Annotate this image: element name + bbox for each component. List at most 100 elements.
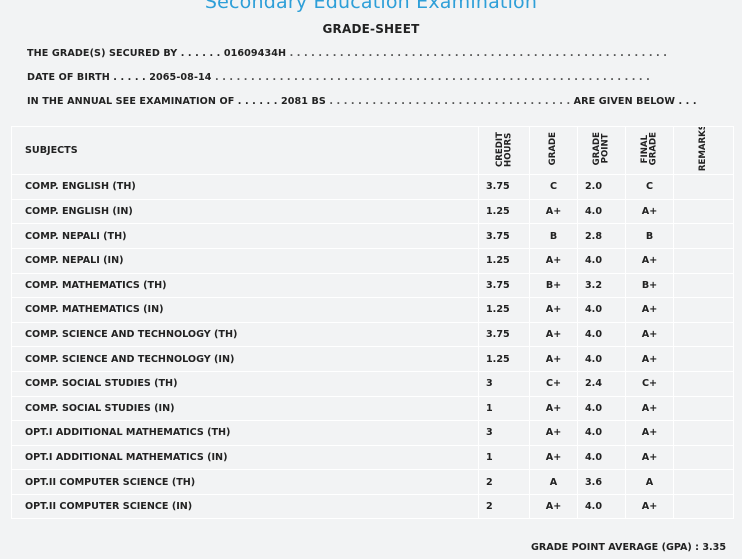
grade-point-cell: 4.0 [577,444,626,471]
credit-hours-cell: 1 [478,444,530,471]
final-grade-cell: A+ [625,493,674,520]
grade-cell: A+ [529,346,578,372]
final-grade-cell: A+ [625,321,674,348]
grade-point-header-line2: POINT [600,134,611,165]
subject-cell: COMP. SCIENCE AND TECHNOLOGY (TH) [11,321,479,348]
grade-header: GRADE [529,125,578,176]
remarks-cell [673,297,734,323]
table-row: COMP. NEPALI (IN) 1.25 A+ 4.0 A+ [11,247,734,274]
grade-point-cell: 4.0 [577,346,626,372]
remarks-cell [673,420,734,446]
grade-cell: C [529,174,578,200]
table-row: COMP. ENGLISH (IN) 1.25 A+ 4.0 A+ [11,198,734,225]
subject-cell: OPT.I ADDITIONAL MATHEMATICS (TH) [11,420,479,446]
credit-hours-cell: 1.25 [478,198,530,225]
final-grade-cell: A+ [625,247,674,274]
remarks-cell [673,444,734,471]
table-row: OPT.II COMPUTER SCIENCE (TH) 2 A 3.6 A [11,469,734,495]
remarks-cell [673,272,734,299]
grade-table-body: COMP. ENGLISH (TH) 3.75 C 2.0 C COMP. ENGLISH… [11,174,734,520]
subject-cell: OPT.II COMPUTER SCIENCE (TH) [11,469,479,495]
date-of-birth-line: DATE OF BIRTH . . . . . 2065-08-14 . . .… [27,72,650,83]
grade-header-text: GRADE [548,132,558,166]
remarks-cell [673,321,734,348]
grade-point-cell: 2.0 [577,174,626,200]
final-grade-cell: A+ [625,198,674,225]
remarks-cell [673,346,734,372]
final-grade-cell: A+ [625,395,674,422]
final-grade-cell: A+ [625,346,674,372]
grade-cell: A+ [529,444,578,471]
grade-point-cell: 2.4 [577,370,626,397]
remarks-cell [673,469,734,495]
grade-cell: B+ [529,272,578,299]
symbol-number: 01609434H [223,48,287,59]
remarks-cell [673,223,734,249]
final-grade-header-line2: GRADE [648,132,659,166]
credit-hours-cell: 2 [478,469,530,495]
table-row: COMP. SCIENCE AND TECHNOLOGY (IN) 1.25 A+ 4… [11,346,734,372]
subject-cell: COMP. NEPALI (TH) [11,223,479,249]
table-row: OPT.I ADDITIONAL MATHEMATICS (IN) 1 A+ 4.0 A… [11,444,734,471]
grade-point-cell: 4.0 [577,297,626,323]
remarks-cell [673,247,734,274]
subject-cell: OPT.I ADDITIONAL MATHEMATICS (IN) [11,444,479,471]
final-grade-cell: C [625,174,674,200]
grade-point-cell: 4.0 [577,493,626,520]
grade-point-header: GRADE POINT [577,125,626,176]
grade-cell: A+ [529,420,578,446]
table-row: COMP. MATHEMATICS (IN) 1.25 A+ 4.0 A+ [11,297,734,323]
subject-cell: COMP. MATHEMATICS (IN) [11,297,479,323]
dob-value: 2065-08-14 [149,72,212,83]
table-row: COMP. MATHEMATICS (TH) 3.75 B+ 3.2 B+ [11,272,734,299]
remarks-header-text: REMARKS [698,126,708,172]
remarks-cell [673,198,734,225]
credit-hours-header: CREDIT HOURS [478,125,530,176]
grade-cell: A+ [529,247,578,274]
exam-dots: . . . . . . . . . . . . . . . . . . . . … [329,96,571,107]
final-grade-cell: C+ [625,370,674,397]
grade-cell: A+ [529,198,578,225]
final-grade-cell: B [625,223,674,249]
secured-by-dots: . . . . . . . . . . . . . . . . . . . . … [289,48,667,59]
grade-point-cell: 4.0 [577,198,626,225]
subject-cell: COMP. SOCIAL STUDIES (TH) [11,370,479,397]
remarks-cell [673,174,734,200]
exam-label: IN THE ANNUAL SEE EXAMINATION OF . . . .… [27,96,278,107]
credit-hours-cell: 2 [478,493,530,520]
grade-point-cell: 3.6 [577,469,626,495]
grade-point-cell: 4.0 [577,247,626,274]
sheet-title: GRADE-SHEET [322,22,420,36]
credit-hours-header-line2: HOURS [503,131,513,167]
credit-hours-cell: 3.75 [478,223,530,249]
dob-dots: . . . . . . . . . . . . . . . . . . . . … [215,72,650,83]
grade-cell: A+ [529,321,578,348]
grade-cell: A+ [529,297,578,323]
table-row: COMP. SOCIAL STUDIES (IN) 1 A+ 4.0 A+ [11,395,734,422]
grade-cell: A [529,469,578,495]
table-row: COMP. NEPALI (TH) 3.75 B 2.8 B [11,223,734,249]
subject-cell: COMP. MATHEMATICS (TH) [11,272,479,299]
table-row: COMP. SCIENCE AND TECHNOLOGY (TH) 3.75 A+ 4… [11,321,734,348]
subject-cell: COMP. SCIENCE AND TECHNOLOGY (IN) [11,346,479,372]
credit-hours-cell: 1.25 [478,346,530,372]
grade-cell: B [529,223,578,249]
credit-hours-cell: 1.25 [478,247,530,274]
grade-cell: A+ [529,493,578,520]
credit-hours-cell: 3 [478,370,530,397]
subjects-header: SUBJECTS [11,125,479,176]
credit-hours-cell: 1 [478,395,530,422]
final-grade-header: FINAL GRADE [625,125,674,176]
dob-label: DATE OF BIRTH . . . . . [27,72,146,83]
table-row: COMP. SOCIAL STUDIES (TH) 3 C+ 2.4 C+ [11,370,734,397]
remarks-header: REMARKS [673,125,734,176]
subject-cell: COMP. SOCIAL STUDIES (IN) [11,395,479,422]
remarks-cell [673,370,734,397]
gpa-line: GRADE POINT AVERAGE (GPA) : 3.35 [531,542,726,553]
table-row: OPT.II COMPUTER SCIENCE (IN) 2 A+ 4.0 A+ [11,493,734,520]
secured-by-label: THE GRADE(S) SECURED BY . . . . . . [27,48,221,59]
credit-hours-cell: 3.75 [478,321,530,348]
grade-point-cell: 4.0 [577,321,626,348]
subject-cell: COMP. ENGLISH (TH) [11,174,479,200]
credit-hours-cell: 3.75 [478,272,530,299]
